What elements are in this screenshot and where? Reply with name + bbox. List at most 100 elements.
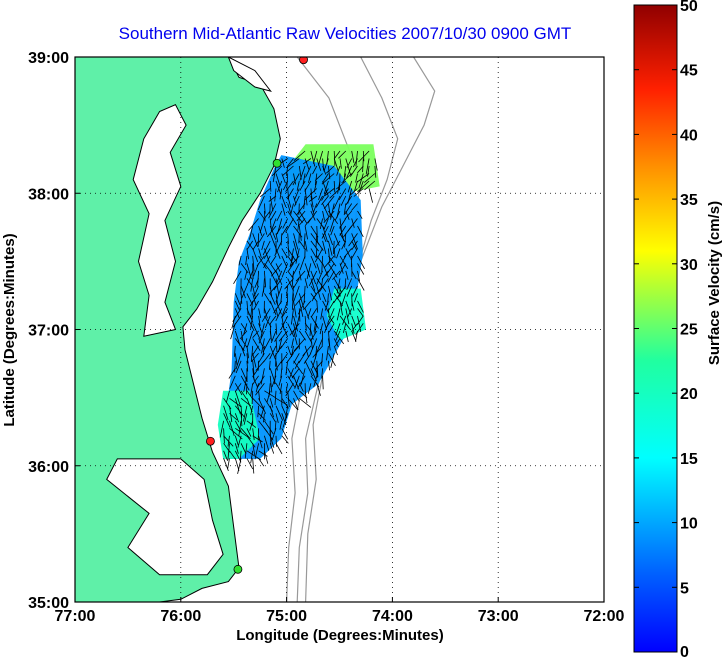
velocity-vector [321,353,323,367]
velocity-vector [344,278,347,290]
radar-site-marker [272,158,282,168]
velocity-vector [344,233,347,248]
y-axis-label: Latitude (Degrees:Minutes) [1,233,18,426]
velocity-vector [302,158,312,165]
velocity-vector [270,255,277,265]
velocity-vector [289,255,300,268]
velocity-vector [252,435,263,443]
velocity-vector [287,375,296,388]
velocity-vector [240,443,247,454]
velocity-vector [246,240,254,250]
velocity-vector [296,210,306,222]
velocity-vector [353,188,364,197]
velocity-vector [320,308,323,320]
velocity-vector [281,435,289,444]
velocity-vector [263,255,271,269]
velocity-vector [275,308,279,318]
velocity-vector [261,240,265,251]
velocity-vector [235,353,242,370]
velocity-vector [310,338,318,354]
velocity-vector [327,270,335,283]
velocity-vector [328,240,333,256]
velocity-vector [351,270,357,280]
velocity-vector [258,390,260,400]
velocity-vector [333,345,338,356]
velocity-vector [298,330,307,341]
velocity-vector [234,353,238,366]
velocity-vector [227,458,230,470]
velocity-vector [298,293,305,310]
velocity-vector [240,428,251,440]
velocity-vector [246,390,254,400]
velocity-vector [293,330,298,346]
velocity-vector [287,398,299,411]
velocity-vector [345,248,352,259]
velocity-vector [252,338,261,352]
velocity-vector [269,270,278,286]
velocity-vector [281,255,287,267]
velocity-vector [275,278,280,295]
velocity-vector [280,338,289,349]
velocity-vector [260,323,265,338]
colorbar-tick-label: 15 [680,451,698,468]
velocity-vector [315,270,323,287]
velocity-vector [298,353,306,364]
velocity-vector [319,218,323,229]
velocity-vector [284,278,294,290]
velocity-vector [229,427,243,440]
velocity-vector [293,278,300,289]
velocity-vector [258,398,267,414]
velocity-vector [298,233,300,244]
velocity-vector [322,315,328,331]
velocity-vector [355,323,364,335]
velocity-vector [323,218,329,231]
velocity-vector [310,150,316,167]
velocity-vector [246,435,256,448]
velocity-vector [246,300,249,316]
velocity-vector [318,188,323,201]
velocity-vector [282,165,294,176]
velocity-vector [234,300,240,310]
velocity-vector [340,195,347,206]
velocity-vector [235,427,249,438]
velocity-vector [341,173,352,184]
velocity-vector [223,398,232,410]
velocity-vector [252,458,255,474]
velocity-vector [316,218,325,230]
velocity-vector [243,413,248,425]
velocity-vector [257,270,259,287]
velocity-vector [297,218,300,231]
velocity-vector [339,218,347,229]
velocity-vector [234,308,240,318]
velocity-vector [234,345,236,357]
velocity-vector [234,293,241,305]
velocity-vector [286,188,294,200]
velocity-vector [346,278,353,290]
velocity-vector [223,413,231,428]
velocity-vector [328,360,330,371]
y-tick-label: 36:00 [28,459,69,476]
velocity-vector [321,368,323,379]
velocity-vector [255,360,265,371]
velocity-vector [339,315,351,330]
velocity-vector [333,293,341,304]
land-mass [75,57,281,602]
velocity-vector [269,345,277,360]
velocity-vector [310,330,318,342]
velocity-vector [249,225,254,240]
velocity-vector [269,375,273,393]
velocity-vector [355,173,358,183]
velocity-vector [316,263,321,275]
velocity-vector [294,293,306,306]
pamlico-sound [106,458,224,576]
velocity-vector [281,315,285,330]
velocity-vector [351,323,355,334]
velocity-vector [333,248,336,258]
velocity-vector [276,270,283,284]
colorbar-tick-label: 25 [680,322,698,339]
velocity-vector [286,285,289,297]
velocity-vector [227,443,230,461]
velocity-vector [345,308,350,325]
velocity-vector [315,233,318,249]
velocity-vector [249,420,254,431]
